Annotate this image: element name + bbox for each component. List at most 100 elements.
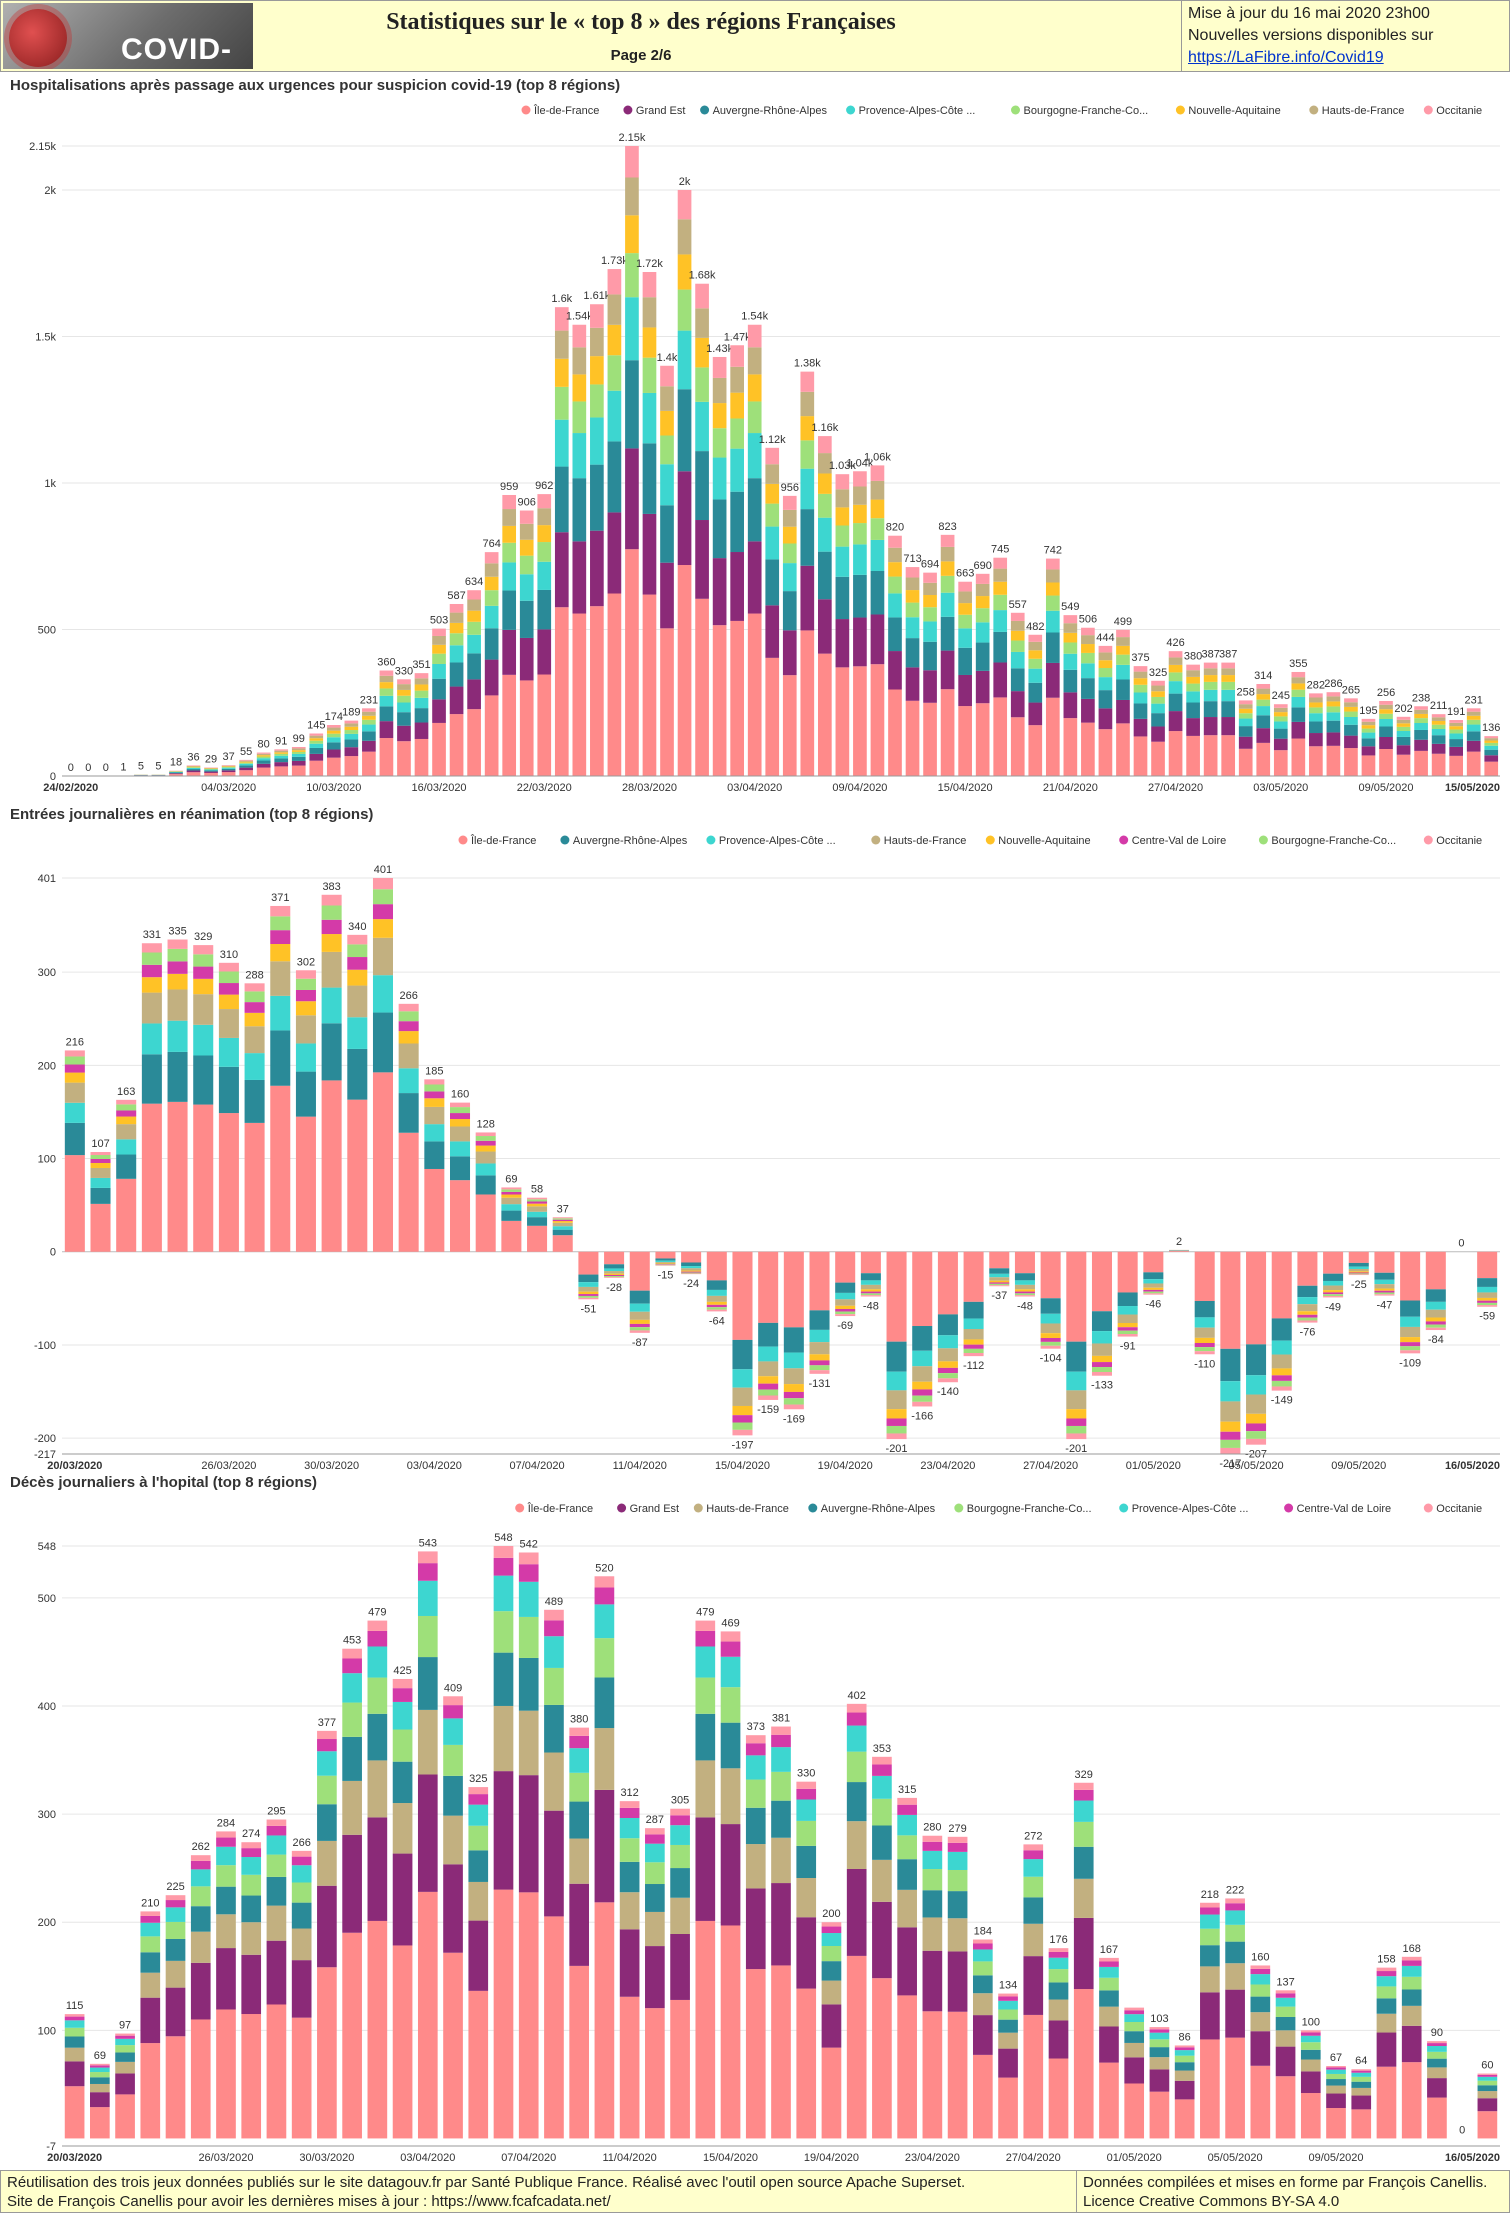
bar-stack	[821, 1922, 842, 2139]
bar-segment	[1449, 726, 1463, 730]
bar-segment	[379, 738, 394, 776]
bar-segment	[604, 1277, 625, 1278]
bar-segment	[809, 1342, 830, 1355]
bar-segment	[765, 483, 780, 504]
bar-segment	[342, 1702, 362, 1737]
bar-segment	[502, 562, 517, 591]
bar-stack	[1174, 2045, 1195, 2139]
bar-segment	[745, 1888, 766, 1970]
bar-segment	[484, 552, 499, 564]
bar-segment	[64, 1072, 85, 1083]
bar-segment	[1401, 1960, 1422, 1966]
bar-segment	[818, 653, 832, 776]
bar-segment	[527, 1201, 548, 1204]
bar-segment	[518, 1552, 539, 1565]
bar-segment	[216, 1837, 236, 1847]
bar-segment	[1221, 689, 1236, 702]
bar-stack	[216, 1831, 236, 2139]
data-label: 387	[1201, 649, 1219, 661]
bar-segment	[1273, 704, 1288, 708]
bar-segment	[1361, 732, 1376, 739]
bar-segment	[1396, 726, 1411, 732]
bar-segment	[569, 1772, 590, 1802]
data-label: 115	[66, 2000, 84, 2012]
bar-segment	[424, 1079, 445, 1085]
bar-segment	[1250, 2065, 1271, 2139]
bar-stack	[888, 535, 902, 776]
bar-segment	[140, 1911, 161, 1916]
bar-segment	[706, 1301, 727, 1305]
bar-segment	[1376, 1971, 1397, 1977]
bar-segment	[888, 651, 902, 690]
bar-stack	[989, 1251, 1010, 1287]
bar-segment	[321, 1023, 342, 1081]
bar-segment	[1045, 662, 1060, 698]
bar-segment	[241, 1848, 262, 1858]
bar-segment	[800, 391, 815, 417]
bar-segment	[1023, 1876, 1044, 1898]
versions-link[interactable]: https://LaFibre.info/Covid19	[1188, 49, 1384, 66]
bar-segment	[484, 576, 499, 591]
bar-segment	[1477, 1300, 1498, 1303]
data-label: 258	[1237, 686, 1255, 698]
data-label: 360	[377, 657, 395, 669]
bar-segment	[1040, 1251, 1061, 1299]
data-label: 549	[1061, 601, 1079, 613]
bar-segment	[765, 503, 780, 527]
data-label: -201	[1065, 1443, 1087, 1455]
bar-segment	[309, 743, 324, 748]
bar-segment	[720, 1641, 741, 1657]
bar-segment	[527, 1211, 548, 1218]
bar-segment	[1168, 664, 1183, 673]
bar-segment	[1014, 1280, 1035, 1285]
bar-segment	[771, 1771, 791, 1801]
bar-segment	[1300, 2032, 1321, 2036]
bar-segment	[870, 539, 885, 572]
bar-segment	[501, 1194, 522, 1198]
bar-segment	[1066, 1425, 1087, 1434]
bar-segment	[1275, 1990, 1296, 1994]
bar-segment	[1151, 685, 1165, 692]
bar-stack	[1361, 718, 1376, 776]
bar-segment	[578, 1251, 599, 1275]
bar-segment	[362, 731, 376, 741]
bar-segment	[1081, 722, 1095, 776]
bar-segment	[604, 1251, 625, 1265]
legend-marker	[1284, 1503, 1294, 1513]
bar-segment	[1427, 2043, 1447, 2046]
bar-segment	[1361, 725, 1376, 729]
x-tick-label: 04/03/2020	[201, 782, 256, 794]
bar-segment	[344, 730, 359, 734]
bar-segment	[1477, 2111, 1498, 2139]
bar-segment	[270, 916, 291, 931]
bar-segment	[695, 1817, 716, 1921]
bar-segment	[1099, 1961, 1119, 1967]
legend-marker	[1175, 105, 1185, 115]
bar-segment	[1477, 2080, 1498, 2086]
bar-segment	[695, 451, 709, 521]
bar-segment	[1484, 761, 1499, 776]
bar-segment	[186, 770, 201, 773]
bar-segment	[432, 653, 446, 664]
bar-segment	[291, 746, 306, 749]
bar-segment	[758, 1251, 779, 1323]
bar-segment	[309, 738, 324, 741]
bar-segment	[186, 766, 201, 768]
bar-segment	[239, 760, 253, 762]
bar-segment	[221, 767, 236, 768]
bar-segment	[1351, 2070, 1372, 2073]
legend-label: Île-de-France	[527, 1502, 593, 1515]
bar-segment	[342, 1834, 362, 1933]
x-tick-label: 16/05/2020	[1445, 2152, 1500, 2164]
bar-segment	[1431, 720, 1446, 725]
bar-segment	[1116, 654, 1130, 665]
bar-segment	[256, 758, 271, 761]
y-tick-label: 100	[38, 2025, 56, 2037]
bar-segment	[1431, 717, 1446, 721]
bar-segment	[64, 2016, 85, 2021]
bar-segment	[140, 1972, 161, 1998]
bar-stack	[998, 1993, 1018, 2139]
bar-segment	[1010, 668, 1025, 692]
bar-segment	[493, 1557, 514, 1576]
bar-segment	[695, 308, 709, 338]
